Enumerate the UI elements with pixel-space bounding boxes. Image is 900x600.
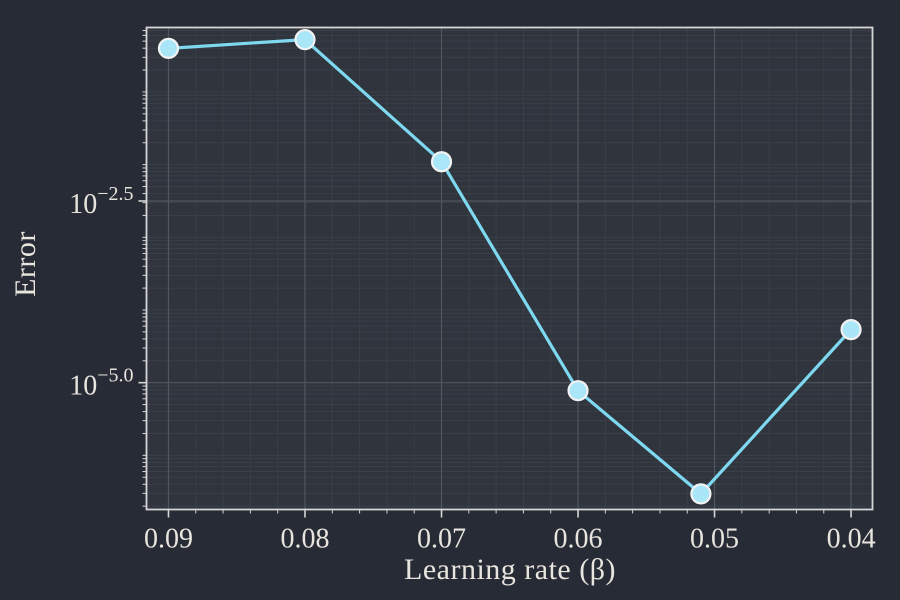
axis-spines xyxy=(145,26,874,511)
y-tick-label: 10−2.5 xyxy=(69,183,133,220)
y-axis-label: Error xyxy=(9,231,42,297)
x-tick-label: 0.05 xyxy=(690,524,739,555)
x-tick-label: 0.04 xyxy=(827,524,876,555)
x-tick-labels: 0.09 0.08 0.07 0.06 0.05 0.04 xyxy=(144,524,876,555)
y-tick-labels: 10−2.5 10−5.0 xyxy=(69,183,133,402)
x-tick-label: 0.08 xyxy=(280,524,329,555)
data-point-marker xyxy=(567,380,589,402)
series-line xyxy=(166,38,853,496)
axis-ticks xyxy=(138,30,852,518)
x-tick-label: 0.06 xyxy=(554,524,603,555)
x-tick-label: 0.07 xyxy=(417,524,466,555)
y-tick-label: 10−5.0 xyxy=(69,365,133,402)
x-axis-label: Learning rate (β) xyxy=(404,553,616,586)
data-point-marker xyxy=(690,483,712,505)
data-point-marker xyxy=(840,319,862,341)
major-gridlines xyxy=(146,27,873,510)
x-tick-label: 0.09 xyxy=(144,524,193,555)
data-point-marker xyxy=(157,37,180,59)
data-point-marker xyxy=(294,29,316,51)
minor-gridlines xyxy=(146,27,873,510)
data-point-markers xyxy=(157,29,862,505)
plot-background xyxy=(146,27,873,510)
data-point-marker xyxy=(430,151,453,173)
